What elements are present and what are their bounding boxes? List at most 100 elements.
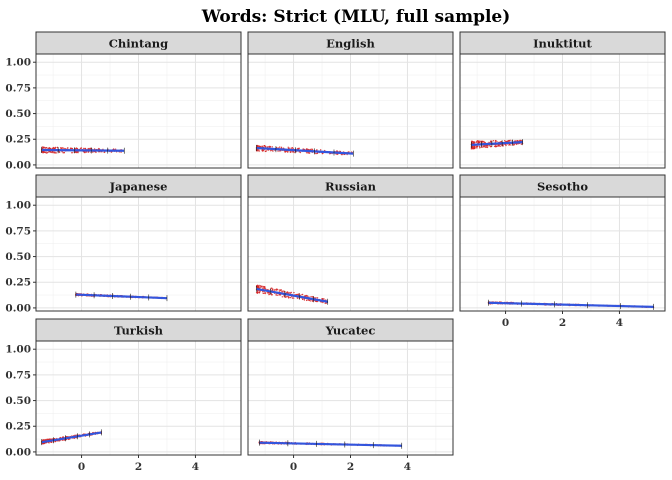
data-point (276, 288, 278, 290)
data-point (309, 148, 312, 151)
data-point (261, 286, 263, 288)
facet-panel-inuktitut: Inuktitut (459, 31, 666, 169)
x-tick-label: 4 (616, 317, 623, 329)
data-point (54, 146, 57, 149)
data-point (291, 147, 294, 149)
data-point (267, 292, 269, 294)
data-point (43, 439, 45, 441)
facet-panel-english: English (247, 31, 454, 169)
data-point (50, 147, 52, 150)
data-point (274, 288, 276, 291)
data-point (62, 152, 64, 154)
data-point (520, 143, 523, 145)
data-point (301, 298, 304, 301)
data-point (303, 148, 305, 150)
data-point (476, 147, 478, 149)
data-point (475, 141, 477, 143)
y-tick-label: 0.00 (5, 446, 31, 458)
data-point (259, 285, 262, 287)
data-point (489, 140, 492, 142)
data-point (262, 145, 264, 147)
data-point (48, 147, 51, 150)
data-point (492, 140, 495, 142)
data-point (257, 150, 259, 152)
data-point (311, 296, 314, 298)
data-point (264, 287, 266, 290)
data-point (323, 298, 325, 300)
data-point (257, 286, 259, 289)
y-tick-label: 0.25 (5, 277, 31, 289)
data-point (264, 145, 267, 148)
data-point (471, 140, 473, 142)
data-point (298, 151, 301, 153)
data-point (499, 145, 502, 147)
y-tick-label: 1.00 (5, 57, 31, 69)
data-point (80, 147, 82, 149)
data-point (493, 145, 496, 148)
data-point (281, 296, 284, 298)
data-point (483, 140, 485, 143)
data-point (489, 145, 492, 148)
data-point (87, 147, 89, 150)
x-tick-label: 4 (192, 461, 199, 473)
data-point (508, 140, 510, 142)
data-point (472, 141, 474, 143)
y-tick-label: 0.50 (5, 395, 31, 407)
data-point (494, 141, 497, 143)
data-point (60, 147, 62, 150)
data-point (46, 438, 48, 441)
y-tick-label: 0.75 (5, 225, 31, 237)
data-point (56, 146, 59, 149)
data-point (45, 146, 48, 149)
data-point (476, 146, 478, 148)
x-tick-label: 2 (347, 461, 354, 473)
data-point (262, 292, 264, 295)
data-point (473, 145, 476, 148)
data-point (257, 285, 260, 288)
data-point (42, 151, 44, 153)
data-point (261, 290, 264, 293)
facet-strip-label: Japanese (109, 180, 168, 194)
data-point (112, 148, 115, 150)
data-point (272, 150, 274, 152)
data-point (291, 151, 293, 153)
y-tick-label: 0.75 (5, 369, 31, 381)
data-point (482, 140, 484, 143)
data-point (279, 146, 281, 148)
data-point (53, 147, 55, 150)
data-point (48, 442, 50, 444)
trend-line (256, 287, 328, 303)
x-tick-label: 0 (290, 461, 297, 473)
data-point (284, 151, 286, 153)
data-point (306, 299, 308, 301)
data-point (263, 286, 266, 288)
data-point (482, 146, 484, 148)
facet-panel-russian: Russian (247, 174, 454, 312)
panel-border (247, 196, 454, 312)
data-point (316, 300, 318, 303)
data-point (324, 302, 326, 305)
y-tick-label: 0.00 (5, 302, 31, 314)
data-point (259, 286, 261, 288)
data-point (43, 146, 45, 148)
data-point (263, 145, 266, 147)
data-point (310, 300, 312, 302)
data-point (496, 140, 498, 143)
data-point (49, 151, 51, 153)
facet-panel-japanese: Japanese 0.00 0.25 0.50 0.75 1.00 (5, 174, 242, 314)
data-point (75, 147, 78, 150)
data-point (293, 151, 295, 154)
data-point (494, 139, 497, 142)
y-tick-label: 0.25 (5, 421, 31, 433)
data-point (321, 152, 324, 155)
facet-strip-label: English (326, 37, 375, 51)
data-point (520, 139, 522, 142)
x-tick-label: 2 (559, 317, 566, 329)
y-tick-label: 0.25 (5, 134, 31, 146)
data-point (310, 295, 312, 298)
data-point (120, 151, 122, 153)
data-point (472, 147, 475, 149)
panel-border (35, 196, 242, 312)
data-point (54, 152, 57, 154)
data-point (114, 148, 117, 150)
